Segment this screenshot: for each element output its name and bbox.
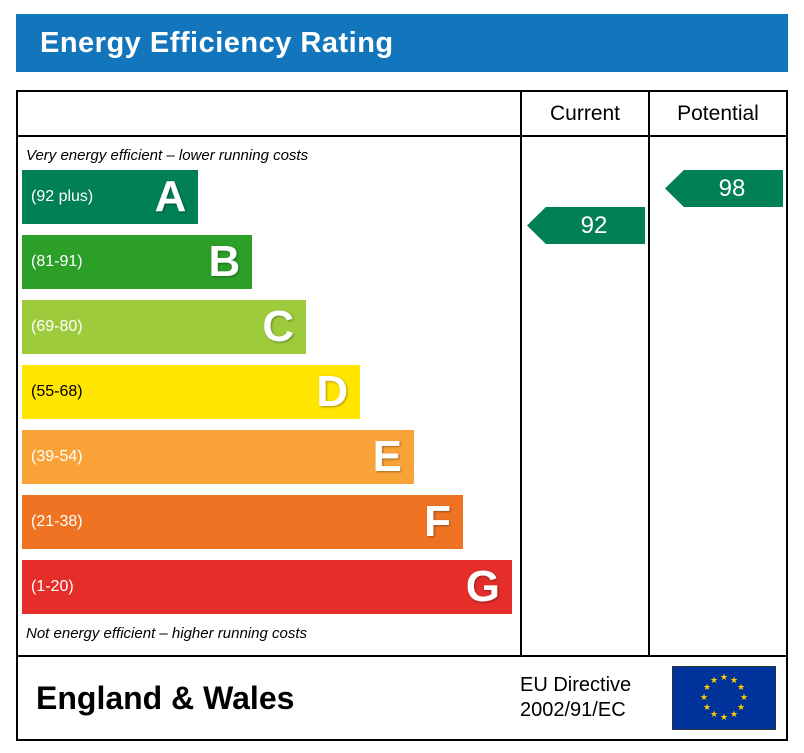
- energy-rating-table: Current Potential Very energy efficient …: [16, 90, 788, 741]
- band-letter: G: [465, 562, 500, 611]
- band-bar: (21-38) F: [22, 495, 463, 549]
- svg-text:★: ★: [720, 713, 728, 723]
- scale-header-cell: [18, 92, 520, 137]
- potential-column-header: Potential: [648, 92, 786, 137]
- bottom-note: Not energy efficient – higher running co…: [26, 625, 307, 642]
- current-column: 92: [520, 137, 648, 655]
- band-range-label: (81-91): [31, 253, 83, 270]
- top-note: Very energy efficient – lower running co…: [26, 147, 309, 164]
- svg-text:★: ★: [700, 693, 708, 703]
- svg-text:★: ★: [740, 693, 748, 703]
- svg-text:★: ★: [737, 703, 745, 713]
- band-bar: (92 plus) A: [22, 170, 199, 224]
- band-letter: F: [424, 497, 451, 546]
- band-bar: (69-80) C: [22, 300, 307, 354]
- svg-text:★: ★: [730, 676, 738, 686]
- current-column-header: Current: [520, 92, 648, 137]
- band-range-label: (55-68): [31, 383, 83, 400]
- eu-flag-icon: ★ ★ ★ ★ ★ ★ ★ ★ ★ ★ ★ ★: [672, 666, 776, 730]
- bands-container: (92 plus) A (81-91) B (69-80) C (55-68) …: [22, 170, 512, 614]
- band-bar: (39-54) E: [22, 430, 414, 484]
- current-rating-value: 92: [580, 211, 608, 239]
- band-letter: B: [208, 237, 241, 286]
- band-range-label: (39-54): [31, 448, 83, 465]
- current-rating-arrow: 92: [527, 207, 645, 244]
- band-letter: E: [372, 432, 402, 481]
- svg-text:★: ★: [703, 703, 711, 713]
- band-letter: D: [316, 367, 349, 416]
- band-range-label: (92 plus): [31, 188, 94, 205]
- svg-text:★: ★: [710, 710, 718, 720]
- title-bar: Energy Efficiency Rating: [16, 14, 788, 72]
- band-bar: (1-20) G: [22, 560, 512, 614]
- rating-scale: Very energy efficient – lower running co…: [18, 137, 520, 655]
- eu-directive-label: EU Directive 2002/91/EC: [520, 673, 672, 723]
- page-title: Energy Efficiency Rating: [40, 26, 394, 59]
- band-letter: C: [262, 302, 295, 351]
- band-letter: A: [154, 172, 187, 221]
- svg-text:★: ★: [720, 673, 728, 683]
- svg-text:★: ★: [703, 683, 711, 693]
- band-bar: (81-91) B: [22, 235, 253, 289]
- eu-directive-line1: EU Directive: [520, 674, 632, 696]
- region-label: England & Wales: [36, 679, 295, 716]
- svg-text:★: ★: [730, 710, 738, 720]
- potential-column: 98: [648, 137, 786, 655]
- potential-rating-value: 98: [718, 174, 746, 202]
- svg-text:★: ★: [710, 676, 718, 686]
- svg-text:★: ★: [737, 683, 745, 693]
- band-range-label: (21-38): [31, 513, 83, 530]
- potential-rating-arrow: 98: [665, 170, 783, 207]
- band-range-label: (69-80): [31, 318, 83, 335]
- table-footer: England & Wales EU Directive 2002/91/EC …: [18, 655, 786, 739]
- band-bar: (55-68) D: [22, 365, 361, 419]
- eu-directive-line2: 2002/91/EC: [520, 699, 626, 721]
- band-range-label: (1-20): [31, 578, 74, 595]
